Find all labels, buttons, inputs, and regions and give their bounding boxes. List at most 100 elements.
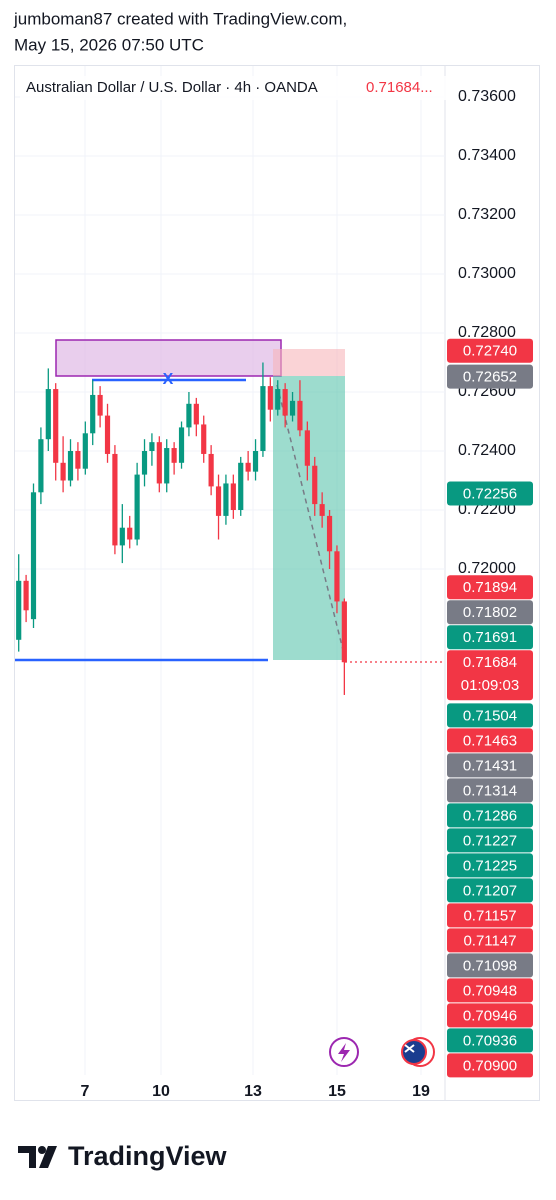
candle-body <box>230 483 236 510</box>
candle-body <box>326 515 333 552</box>
price-badge <box>447 978 533 1003</box>
stop-zone <box>273 349 345 376</box>
price-badge-label: 0.70948 <box>463 982 517 999</box>
x-tick-label: 15 <box>328 1083 346 1100</box>
brand-logo: TradingView <box>18 1141 228 1171</box>
candle-body <box>252 451 259 472</box>
price-badge <box>447 928 533 953</box>
candle-body <box>82 433 88 469</box>
candle-body <box>104 415 111 454</box>
candle-body <box>45 389 51 440</box>
price-badge-label: 0.71504 <box>463 707 517 724</box>
candle-body <box>119 527 125 546</box>
grid <box>15 66 445 1075</box>
candle-body <box>67 451 74 481</box>
candle-body <box>53 389 59 463</box>
x-tick-label: 13 <box>244 1083 262 1100</box>
candle-body <box>312 465 318 505</box>
y-tick-label: 0.72400 <box>458 442 516 459</box>
candle-body <box>16 580 22 640</box>
lightning-icon <box>338 1043 350 1062</box>
price-badge-label: 0.71802 <box>463 604 517 621</box>
price-badge <box>447 953 533 978</box>
price-badge-label: 0.70900 <box>463 1057 517 1074</box>
header-line: jumboman87 created with TradingView.com, <box>13 9 347 28</box>
event-icons <box>329 1037 435 1067</box>
candle-body <box>23 580 29 611</box>
candle-body <box>289 400 296 416</box>
candle-body <box>193 403 199 425</box>
candle-body <box>260 386 266 451</box>
price-badge <box>447 878 533 903</box>
price-badge-label: 0.70946 <box>463 1007 517 1024</box>
candles <box>16 362 347 695</box>
price-badge-label: 0.71227 <box>463 832 517 849</box>
price-badge <box>447 575 533 600</box>
candle-body <box>267 386 273 410</box>
price-badge <box>447 728 533 753</box>
candle-body <box>215 486 222 516</box>
brand-name: TradingView <box>68 1141 228 1171</box>
candle-body <box>60 462 66 481</box>
candle-body <box>75 451 81 469</box>
candle-body <box>127 527 133 540</box>
candle-body <box>90 394 96 434</box>
flag-mark <box>404 1044 415 1053</box>
candle-body <box>30 492 37 620</box>
price-badge-label: 0.72256 <box>463 485 517 502</box>
candle-body <box>304 430 310 466</box>
candle-body <box>245 462 251 472</box>
price-badge-label: 0.71691 <box>463 629 517 646</box>
price-badge <box>447 650 533 701</box>
candle-body <box>319 504 325 516</box>
price-badge <box>447 753 533 778</box>
countdown: 01:09:03 <box>461 677 519 694</box>
annotation: X <box>163 371 174 388</box>
price-badges: 0.72740 0.72652 0.72256 0.71894 0.71802 0.716… <box>447 338 533 1078</box>
candle-body <box>164 448 170 484</box>
target-zone <box>273 376 345 660</box>
price-badge <box>447 1028 533 1053</box>
logo-mark <box>39 1146 57 1168</box>
price-badge <box>447 481 533 506</box>
x-tick-label: 10 <box>152 1083 170 1100</box>
y-tick-label: 0.72800 <box>458 324 516 341</box>
price-badge-label: 0.70936 <box>463 1032 517 1049</box>
logo-mark <box>38 1146 46 1154</box>
price-badge <box>447 625 533 650</box>
price-badge-label: 0.71286 <box>463 807 517 824</box>
price-badge-label: 0.71207 <box>463 882 517 899</box>
projection-line <box>276 384 346 659</box>
candle-body <box>178 427 185 463</box>
candle-body <box>134 474 140 540</box>
candle-body <box>156 442 162 484</box>
price-badge-label: 0.71098 <box>463 957 517 974</box>
y-tick-label: 0.73400 <box>458 147 516 164</box>
candle-body <box>201 424 207 454</box>
price-badge <box>447 1053 533 1078</box>
candle-body <box>238 462 244 510</box>
candle-body <box>282 389 288 416</box>
candle-body <box>186 403 192 428</box>
candle-body <box>112 453 118 546</box>
logo-mark <box>18 1146 36 1168</box>
candle-body <box>297 400 303 431</box>
price-badge-label: 0.71225 <box>463 857 517 874</box>
price-badge-label: 0.71463 <box>463 732 517 749</box>
candle-body <box>208 453 214 487</box>
price-badge-label: 0.71894 <box>463 579 517 596</box>
candle-body <box>141 451 148 475</box>
price-badge-label: 0.72652 <box>463 369 517 386</box>
candle-body <box>97 394 103 416</box>
price-badge-label: 0.71684 <box>463 654 517 671</box>
y-tick-label: 0.72000 <box>458 560 516 577</box>
legend-text: Australian Dollar / U.S. Dollar · 4h · O… <box>26 79 318 96</box>
price-badge <box>447 600 533 625</box>
y-tick-label: 0.73200 <box>458 206 516 223</box>
candle-body <box>341 601 347 663</box>
candle-body <box>171 448 177 463</box>
x-tick-label: 19 <box>412 1083 430 1100</box>
x-tick-label: 7 <box>81 1083 90 1100</box>
price-badge <box>447 703 533 728</box>
